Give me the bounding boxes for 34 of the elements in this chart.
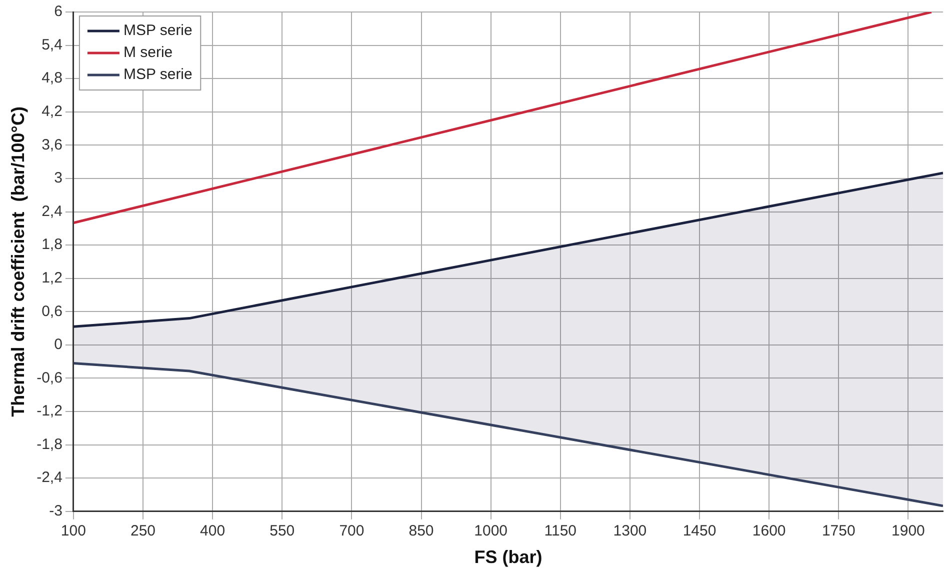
- y-tick-label: -3: [49, 502, 62, 520]
- y-tick-label: -1,2: [36, 402, 62, 420]
- y-tick-label: 2,4: [42, 202, 62, 220]
- x-tick-label: 700: [339, 522, 364, 540]
- y-axis-title: Thermal drift coefficient (bar/100°C): [8, 106, 28, 417]
- y-tick-label: 4,8: [42, 70, 62, 87]
- x-tick-label: 1000: [474, 522, 508, 540]
- y-tick-label: -1,8: [36, 436, 62, 453]
- y-tick-label: 0,6: [42, 302, 62, 320]
- x-tick-label: 1900: [892, 522, 925, 540]
- legend-label: M serie: [123, 44, 173, 62]
- x-tick-label: 1750: [822, 522, 856, 540]
- y-tick-label: 6: [54, 3, 62, 20]
- x-tick-label: 1300: [613, 522, 647, 540]
- y-tick-label: 1,8: [42, 236, 62, 254]
- x-tick-label: 1450: [682, 522, 716, 540]
- y-tick-label: 3,6: [42, 136, 62, 154]
- y-tick-label: 3: [54, 170, 62, 187]
- y-tick-label: -0,6: [36, 369, 62, 386]
- x-tick-label: 550: [270, 522, 295, 540]
- x-tick-label: 1600: [752, 522, 786, 540]
- y-tick-label: 1,2: [42, 269, 62, 286]
- y-tick-label: 5,4: [42, 36, 62, 54]
- x-tick-label: 400: [200, 522, 226, 540]
- x-tick-label: 250: [130, 522, 156, 540]
- y-tick-label: -2,4: [36, 469, 62, 486]
- x-tick-label: 1150: [544, 522, 577, 540]
- legend-label: MSP serie: [123, 22, 192, 40]
- y-tick-label: 0: [54, 336, 62, 354]
- legend-label: MSP serie: [123, 66, 192, 84]
- y-tick-label: 4,2: [42, 103, 62, 120]
- x-axis-title: FS (bar): [474, 547, 542, 568]
- x-tick-label: 850: [408, 522, 434, 540]
- x-tick-label: 100: [60, 522, 86, 540]
